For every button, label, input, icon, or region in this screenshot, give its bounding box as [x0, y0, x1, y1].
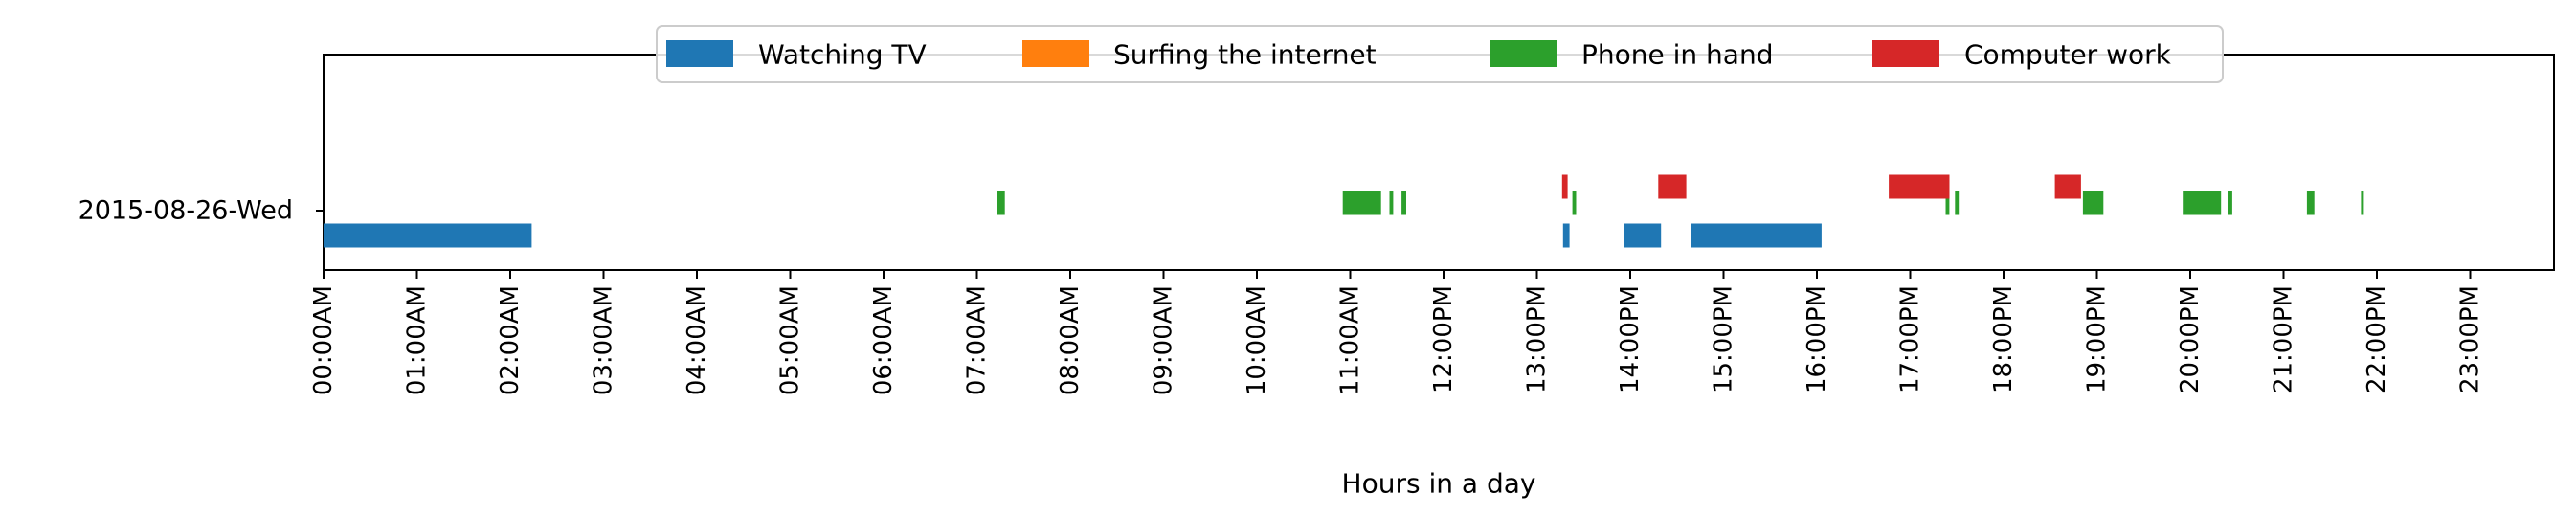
y-tick-label: 2015-08-26-Wed	[78, 196, 293, 226]
x-tick-label: 12:00PM	[1429, 285, 1458, 393]
legend-item-computer-work: Computer work	[1872, 39, 2172, 71]
bar-phone-in-hand	[1945, 191, 1950, 215]
x-tick-label: 21:00PM	[2270, 285, 2298, 393]
bar-phone-in-hand	[2082, 191, 2104, 215]
legend-label-surfing-the-internet: Surfing the internet	[1113, 39, 1377, 71]
legend-item-watching-tv: Watching TV	[666, 39, 927, 71]
plot-frame	[323, 54, 2555, 271]
x-tick-label: 08:00AM	[1056, 285, 1085, 395]
x-tick-label: 23:00PM	[2456, 285, 2485, 393]
bar-phone-in-hand	[1572, 191, 1577, 215]
x-axis: 00:00AM 01:00AM 02:00AM 03:00AM 04:00AM 05:00…	[309, 270, 2485, 395]
bar-phone-in-hand	[2306, 191, 2315, 215]
legend-item-phone-in-hand: Phone in hand	[1490, 39, 1773, 71]
x-tick-label: 18:00PM	[1989, 285, 2018, 393]
x-tick-label: 04:00AM	[683, 285, 711, 395]
x-tick-label: 06:00AM	[869, 285, 898, 395]
bar-computer-work	[2054, 174, 2081, 199]
bar-watching-tv	[1624, 223, 1662, 248]
x-tick-label: 15:00PM	[1710, 285, 1738, 393]
x-axis-label: Hours in a day	[1342, 468, 1536, 500]
y-axis: 2015-08-26-Wed	[78, 196, 324, 226]
x-tick-label: 09:00AM	[1150, 285, 1178, 395]
legend-swatch-phone-in-hand	[1490, 40, 1557, 67]
x-tick-label: 05:00AM	[776, 285, 805, 395]
x-tick-label: 01:00AM	[403, 285, 432, 395]
bar-watching-tv	[1691, 223, 1822, 248]
bars	[324, 174, 2364, 248]
x-tick-label: 20:00PM	[2176, 285, 2205, 393]
bar-phone-in-hand	[1342, 191, 1381, 215]
x-tick-label: 07:00AM	[963, 285, 992, 395]
legend-label-watching-tv: Watching TV	[758, 39, 927, 71]
x-tick-label: 17:00PM	[1896, 285, 1925, 393]
x-tick-label: 10:00AM	[1243, 285, 1271, 395]
x-tick-label: 02:00AM	[496, 285, 525, 395]
bar-computer-work	[1658, 174, 1687, 199]
legend-swatch-surfing-the-internet	[1022, 40, 1089, 67]
x-tick-label: 22:00PM	[2363, 285, 2391, 393]
legend-frame	[656, 25, 2224, 83]
legend-swatch-computer-work	[1872, 40, 1939, 67]
legend: Watching TV Surfing the internet Phone i…	[656, 25, 2224, 83]
x-tick-label: 13:00PM	[1523, 285, 1552, 393]
bar-phone-in-hand	[2228, 191, 2232, 215]
legend-swatch-watching-tv	[666, 40, 733, 67]
bar-phone-in-hand	[1955, 191, 1960, 215]
bar-phone-in-hand	[997, 191, 1005, 215]
x-tick-label: 11:00AM	[1336, 285, 1365, 395]
legend-label-phone-in-hand: Phone in hand	[1581, 39, 1773, 71]
legend-item-surfing-the-internet: Surfing the internet	[1022, 39, 1377, 71]
x-tick-label: 16:00PM	[1803, 285, 1831, 393]
bar-watching-tv	[324, 223, 532, 248]
bar-computer-work	[1561, 174, 1568, 199]
bar-phone-in-hand	[1401, 191, 1406, 215]
bar-watching-tv	[1562, 223, 1570, 248]
x-tick-label: 14:00PM	[1616, 285, 1645, 393]
plot-area	[323, 54, 2555, 271]
bar-phone-in-hand	[1389, 191, 1394, 215]
bar-computer-work	[1889, 174, 1950, 199]
bar-phone-in-hand	[2183, 191, 2222, 215]
bar-phone-in-hand	[2361, 191, 2364, 215]
x-tick-label: 19:00PM	[2083, 285, 2112, 393]
legend-label-computer-work: Computer work	[1964, 39, 2172, 71]
x-tick-label: 03:00AM	[590, 285, 618, 395]
x-tick-label: 00:00AM	[309, 285, 338, 395]
